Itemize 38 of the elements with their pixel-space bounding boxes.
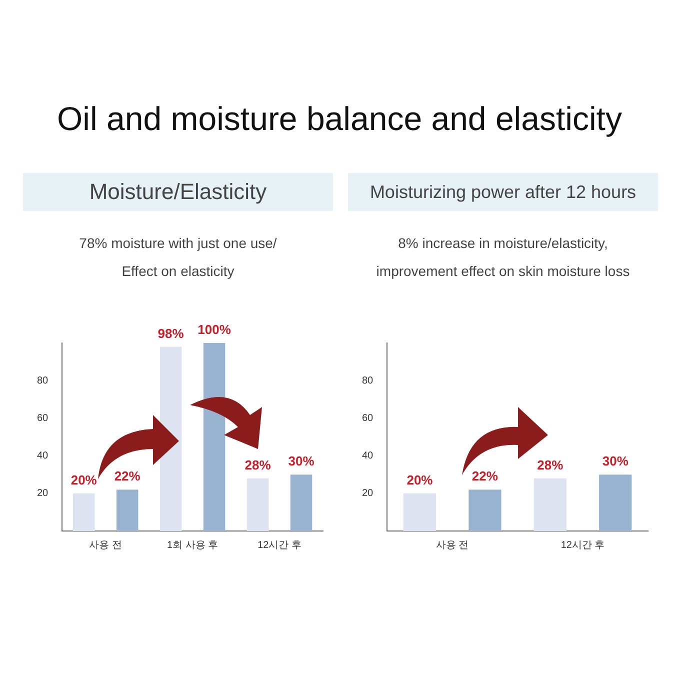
y-tick-label: 40: [362, 450, 374, 462]
y-tick-label: 40: [37, 450, 49, 462]
chart-title: Moisturizing power after 12 hours: [348, 173, 658, 211]
bar: [160, 346, 182, 531]
x-tick-label: 사용 전: [89, 540, 122, 551]
bar: [468, 490, 502, 531]
bar: [203, 343, 226, 531]
data-label: 28%: [244, 457, 272, 472]
bar: [72, 493, 95, 531]
data-label: 22%: [114, 468, 141, 484]
bar: [599, 474, 632, 531]
data-label: 98%: [158, 326, 184, 341]
data-label: 28%: [537, 457, 564, 472]
bar: [534, 478, 566, 531]
y-tick-label: 60: [362, 412, 374, 424]
bar: [290, 474, 312, 531]
data-label: 20%: [406, 472, 434, 488]
x-tick-label: 12시간 후: [560, 540, 605, 551]
x-tick-label: 1회 사용 후: [167, 540, 218, 551]
y-tick-label: 80: [362, 375, 374, 386]
y-tick-label: 60: [37, 412, 49, 424]
x-tick-label: 사용 전: [436, 540, 469, 551]
bar: [116, 490, 138, 531]
chart-subtitle: 8% increase in moisture/elasticity, improvement effect on skin moisture loss: [375, 234, 631, 281]
y-tick-label: 80: [37, 375, 49, 386]
y-tick-label: 20: [37, 488, 49, 500]
x-tick-label: 12시간 후: [258, 540, 302, 551]
chart-title: Moisture/Elasticity: [23, 173, 333, 211]
data-label: 100%: [198, 322, 232, 338]
bar: [246, 478, 269, 531]
data-label: 30%: [288, 454, 315, 469]
data-label: 30%: [602, 454, 629, 469]
chart-subtitle: 78% moisture with just one use/ Effect on elasticity: [78, 234, 278, 281]
data-label: 20%: [70, 472, 98, 488]
text: Oil and moisture balance and elasticity: [56, 100, 623, 138]
data-label: 22%: [472, 468, 498, 484]
y-tick-label: 20: [362, 488, 374, 500]
bar: [403, 493, 436, 531]
